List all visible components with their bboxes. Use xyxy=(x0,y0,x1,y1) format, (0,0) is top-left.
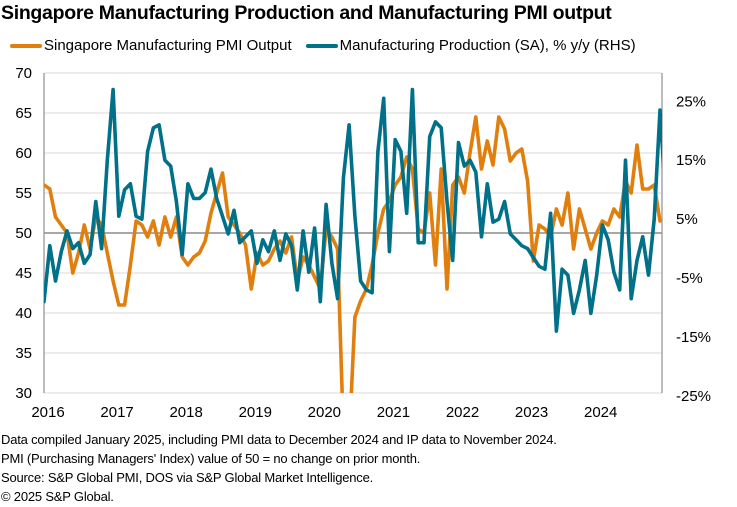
note-pmi-definition: PMI (Purchasing Managers' Index) value o… xyxy=(1,451,421,466)
x-tick-label: 2016 xyxy=(31,404,64,421)
x-tick-label: 2020 xyxy=(308,404,341,421)
y-tick-label-left: 40 xyxy=(15,305,32,322)
legend-label-ip: Manufacturing Production (SA), % y/y (RH… xyxy=(339,37,636,54)
legend-swatch-pmi xyxy=(10,43,42,48)
y-tick-label-left: 65 xyxy=(15,105,32,122)
legend-swatch-ip xyxy=(305,43,338,48)
series-line-pmi xyxy=(44,115,662,393)
y-tick-label-left: 35 xyxy=(15,345,32,362)
x-tick-label: 2023 xyxy=(515,404,548,421)
legend-label-pmi: Singapore Manufacturing PMI Output xyxy=(44,37,292,54)
y-tick-label-right: -5% xyxy=(676,270,703,287)
legend-item-ip: Manufacturing Production (SA), % y/y (RH… xyxy=(305,37,636,54)
x-tick-label: 2022 xyxy=(446,404,479,421)
y-tick-label-right: 15% xyxy=(676,152,706,169)
y-tick-label-right: -25% xyxy=(676,388,711,405)
y-tick-label-left: 50 xyxy=(15,225,32,242)
y-tick-label-left: 60 xyxy=(15,145,32,162)
note-source: Source: S&P Global PMI, DOS via S&P Glob… xyxy=(1,470,374,485)
x-tick-label: 2021 xyxy=(377,404,410,421)
y-tick-label-right: 5% xyxy=(676,211,698,228)
note-data-compiled: Data compiled January 2025, including PM… xyxy=(1,432,557,447)
chart-title: Singapore Manufacturing Production and M… xyxy=(1,2,612,24)
series-line-ip xyxy=(44,87,662,333)
y-tick-label-left: 30 xyxy=(15,385,32,402)
x-tick-label: 2024 xyxy=(584,404,617,421)
y-tick-label-right: 25% xyxy=(676,93,706,110)
note-copyright: © 2025 S&P Global. xyxy=(1,489,114,504)
y-tick-label-left: 70 xyxy=(15,65,32,82)
legend-item-pmi: Singapore Manufacturing PMI Output xyxy=(10,37,292,54)
x-tick-label: 2019 xyxy=(239,404,272,421)
legend: Singapore Manufacturing PMI Output Manuf… xyxy=(10,37,650,54)
y-tick-label-left: 45 xyxy=(15,265,32,282)
x-tick-label: 2018 xyxy=(169,404,202,421)
y-tick-label-left: 55 xyxy=(15,185,32,202)
line-chart: 30 35 40 45 50 55 60 65 70 -25% -15% -5% 5% 15% 25% 201… xyxy=(15,65,711,421)
y-tick-label-right: -15% xyxy=(676,329,711,346)
chart-notes: Data compiled January 2025, including PM… xyxy=(1,430,557,506)
x-tick-label: 2017 xyxy=(100,404,133,421)
